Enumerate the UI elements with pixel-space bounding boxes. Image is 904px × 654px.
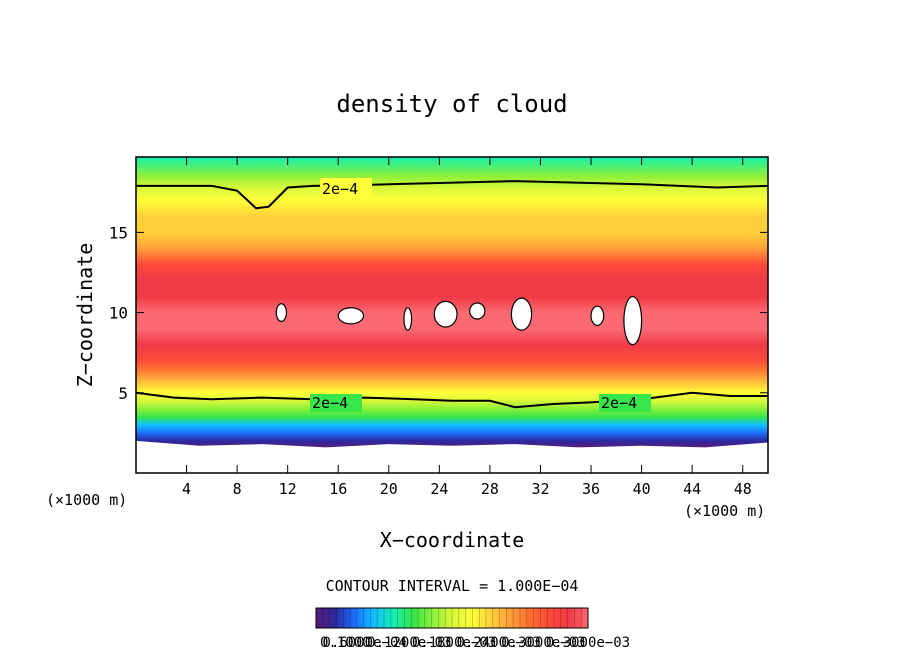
low-density-pocket (337, 307, 365, 325)
contour-label-lower-right: 2e−4 (601, 394, 637, 412)
x-tick-label: 20 (380, 480, 398, 498)
contour-interval: CONTOUR INTERVAL = 1.000E−04 (326, 577, 579, 595)
x-axis: 4 8 12 16 20 24 28 32 36 40 44 48 (182, 157, 752, 498)
low-density-pocket (403, 307, 413, 331)
contour-2e-4-upper (136, 180, 768, 210)
colorbar-label: 0.3000e−03 (546, 635, 630, 651)
low-density-pocket (623, 295, 643, 346)
y-axis: 5 10 15 (109, 223, 768, 403)
low-density-pocket (469, 302, 486, 320)
colorbar-label: 0.3000e−03 (501, 635, 585, 651)
colorbar-label: 0.1000 (320, 635, 371, 651)
x-axis-label: X−coordinate (380, 528, 525, 552)
x-tick-label: 8 (233, 480, 242, 498)
colorbar-labels: 0.10000.6000e−040.1200e−030.1800e−030.24… (320, 635, 630, 651)
low-density-pocket (275, 303, 288, 323)
low-density-pocket (433, 300, 458, 328)
low-density-pockets (275, 295, 643, 346)
x-tick-label: 48 (734, 480, 752, 498)
low-density-pocket (590, 305, 605, 327)
colorbar-label: 0.2400e−03 (457, 635, 541, 651)
y-tick-label: 5 (118, 384, 128, 403)
contour-2e-4-lower (136, 391, 768, 409)
y-tick-label: 15 (109, 223, 128, 242)
colorbar-label: 0.1200e−03 (367, 635, 451, 651)
x-tick-label: 12 (279, 480, 297, 498)
x-unit-right: (×1000 m) (684, 502, 765, 520)
x-tick-label: 32 (531, 480, 549, 498)
colorbar (315, 607, 589, 629)
x-unit-left: (×1000 m) (46, 491, 127, 509)
x-tick-label: 44 (683, 480, 701, 498)
contour-label-lower-left: 2e−4 (312, 394, 348, 412)
chart-title: density of cloud (336, 90, 567, 118)
x-tick-label: 4 (182, 480, 191, 498)
plot-frame (135, 156, 769, 474)
colorbar-ticks (315, 608, 589, 628)
x-tick-label: 40 (633, 480, 651, 498)
colorbar-label: 0.1800e−03 (412, 635, 496, 651)
x-tick-label: 36 (582, 480, 600, 498)
contour-label-upper: 2e−4 (322, 180, 358, 198)
y-tick-label: 10 (109, 304, 128, 323)
colorbar-label: 0.6000e−04 (323, 635, 407, 651)
cloud-free-region (136, 440, 768, 473)
y-axis-label: Z−coordinate (73, 243, 97, 388)
x-tick-label: 28 (481, 480, 499, 498)
x-tick-label: 24 (430, 480, 448, 498)
x-tick-label: 16 (329, 480, 347, 498)
low-density-pocket (510, 297, 533, 331)
